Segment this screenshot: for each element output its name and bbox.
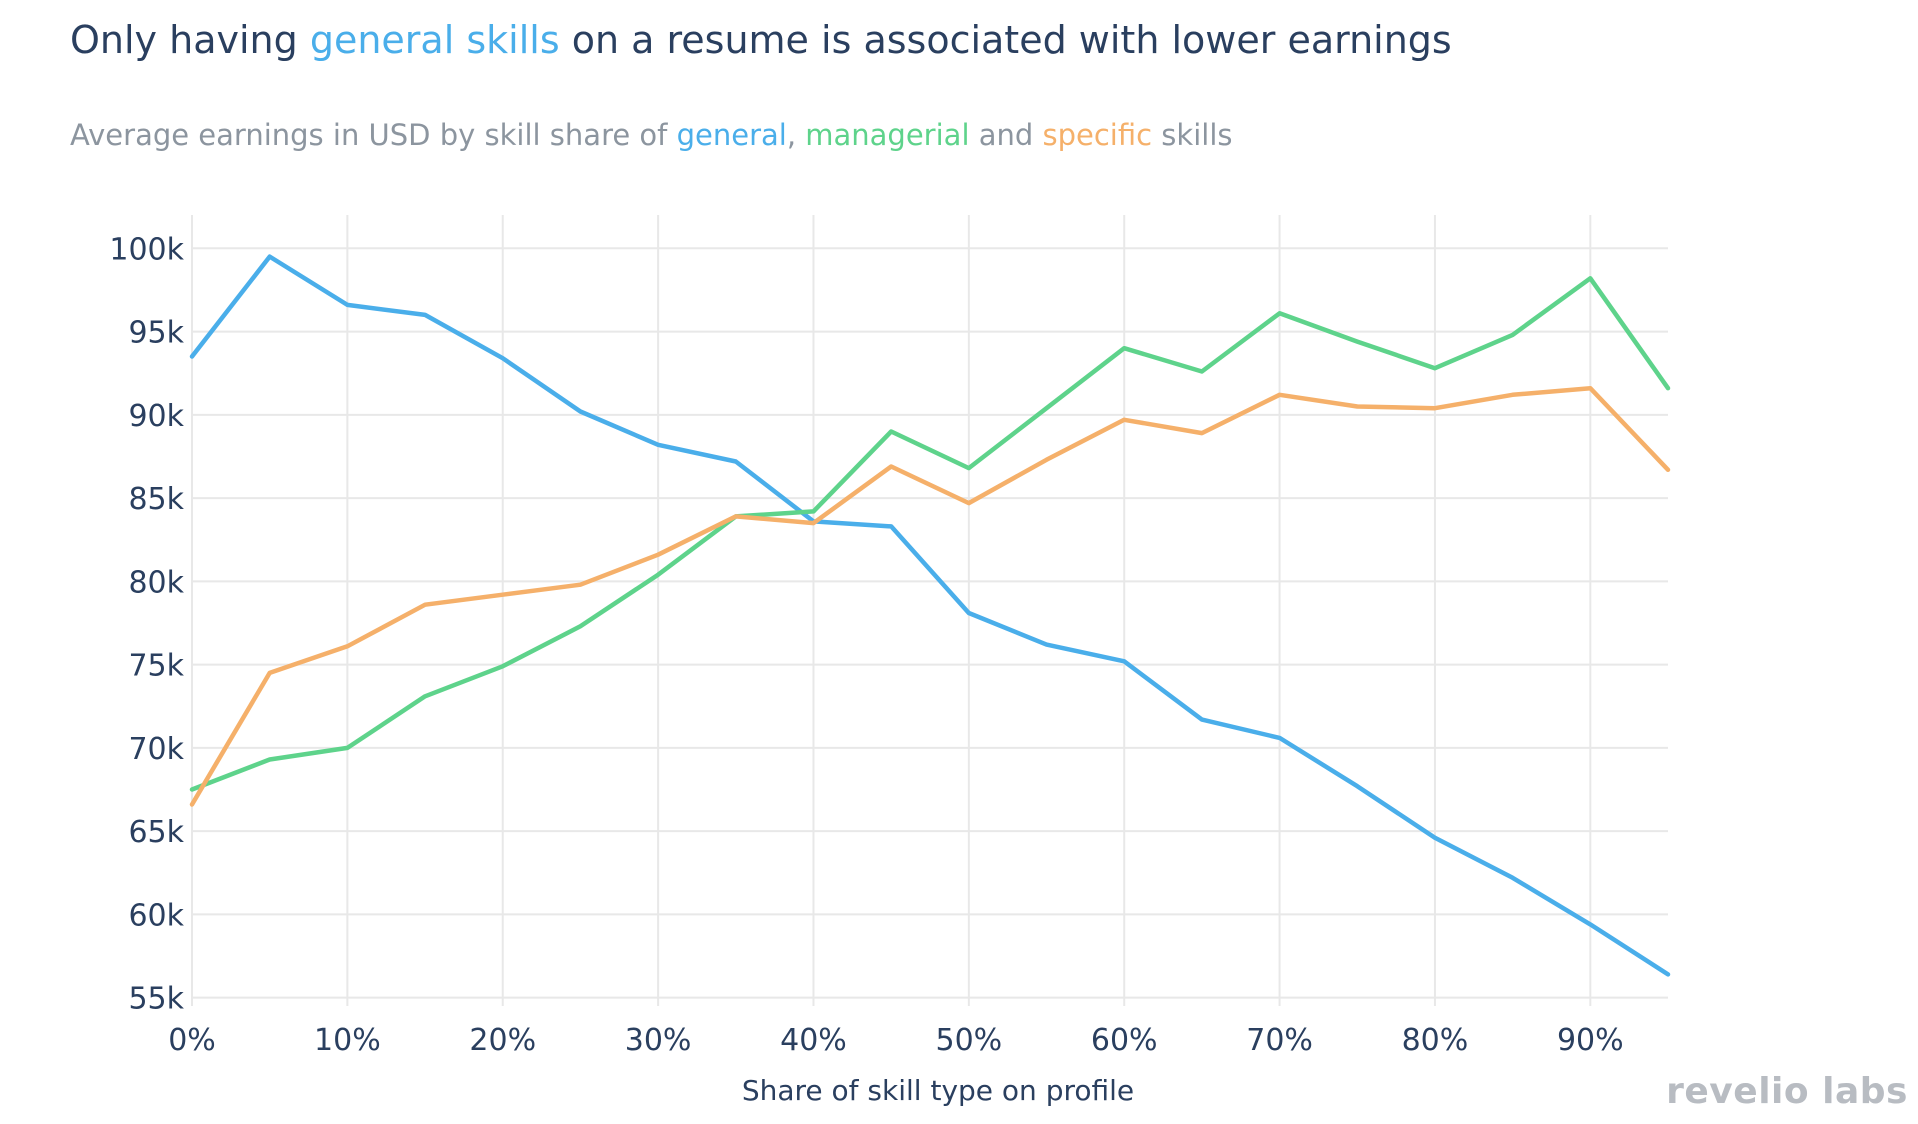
subtitle-and: and <box>969 118 1043 152</box>
y-tick-label: 60k <box>128 898 184 933</box>
y-tick-label: 95k <box>128 316 184 351</box>
title-highlight: general skills <box>309 18 560 62</box>
x-axis-title: Share of skill type on profile <box>742 1074 1134 1107</box>
subtitle-tail: skills <box>1152 118 1233 152</box>
x-tick-label: 10% <box>314 1023 381 1058</box>
x-tick-label: 40% <box>780 1023 847 1058</box>
series-line-general <box>189 254 1671 977</box>
x-tick-label: 30% <box>625 1023 692 1058</box>
logo-word-1: revelio <box>1666 1071 1810 1112</box>
x-tick-label: 60% <box>1091 1023 1158 1058</box>
x-tick-label: 20% <box>469 1023 536 1058</box>
y-tick-label: 65k <box>128 815 184 850</box>
x-tick-label: 50% <box>935 1023 1002 1058</box>
subtitle-general: general <box>676 118 787 152</box>
x-tick-label: 70% <box>1246 1023 1313 1058</box>
x-tick-label: 0% <box>168 1023 216 1058</box>
chart-title: Only having general skills on a resume i… <box>70 18 1452 62</box>
title-prefix: Only having <box>70 18 310 62</box>
revelio-labs-logo: revelio labs <box>1666 1071 1908 1112</box>
axis-layer: 55k 60k 65k 70k 75k 80k 85k 90k 95k 100k 0% 10% 20% 3… <box>109 232 1623 1058</box>
y-tick-label: 85k <box>128 482 184 517</box>
y-tick-label: 70k <box>128 732 184 767</box>
y-tick-label: 75k <box>128 649 184 684</box>
x-tick-label: 80% <box>1402 1023 1469 1058</box>
subtitle-specific: specific <box>1042 118 1153 152</box>
subtitle-managerial: managerial <box>805 118 970 152</box>
y-tick-label: 100k <box>109 232 184 267</box>
title-suffix: on a resume is associated with lower ear… <box>559 18 1452 62</box>
series-line-specific <box>189 385 1671 807</box>
x-tick-label: 90% <box>1557 1023 1624 1058</box>
series-line-managerial <box>189 276 1671 792</box>
subtitle-comma: , <box>786 118 806 152</box>
y-tick-label: 55k <box>128 982 184 1017</box>
series-layer <box>189 254 1671 977</box>
subtitle-part1: Average earnings in USD by skill share o… <box>70 118 677 152</box>
y-tick-label: 90k <box>128 399 184 434</box>
y-tick-label: 80k <box>128 565 184 600</box>
chart-subtitle: Average earnings in USD by skill share o… <box>70 118 1232 152</box>
logo-word-2: labs <box>1822 1071 1908 1112</box>
